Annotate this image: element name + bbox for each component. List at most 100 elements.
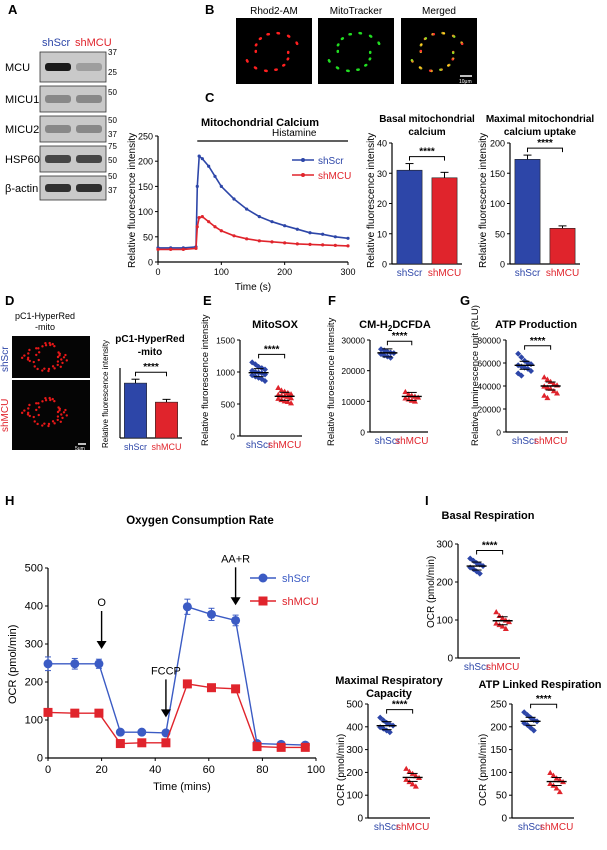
series-point <box>295 242 299 246</box>
fluorescence-signal <box>51 342 54 346</box>
data-point <box>275 384 282 390</box>
data-point <box>411 398 418 404</box>
data-point <box>554 390 561 396</box>
protein-band <box>76 184 102 192</box>
fluorescence-signal <box>432 32 436 36</box>
y-tick-label: 40000 <box>477 382 501 392</box>
y-tick-label: 100 <box>25 715 43 727</box>
legend-label: shMCU <box>282 596 319 608</box>
fluorescence-signal <box>428 69 432 72</box>
y-tick-label: 200 <box>346 768 363 779</box>
series-point <box>300 742 310 752</box>
data-point <box>515 350 522 357</box>
fluorescence-signal <box>282 64 285 67</box>
fluorescence-signal <box>255 43 258 46</box>
fluorescence-signal <box>56 415 60 418</box>
series-line <box>158 154 349 249</box>
fluorescence-signal <box>44 344 48 347</box>
panel-g: G ATP Production Relative luminescence uni… <box>460 293 577 447</box>
series-point <box>207 164 211 168</box>
fluorescence-signal <box>447 64 450 67</box>
y-tick-label: 400 <box>346 722 363 733</box>
significance-bracket <box>386 340 413 346</box>
fluorescence-signal <box>345 69 349 72</box>
mw-marker: 50 <box>108 116 117 125</box>
fluorescence-signal <box>53 344 56 348</box>
microscopy-image <box>12 336 90 378</box>
series-point <box>115 727 125 737</box>
category-label: shMCU <box>396 822 429 833</box>
x-tick-label: 60 <box>203 764 215 776</box>
data-point <box>541 392 548 398</box>
significance-stars: **** <box>392 700 408 711</box>
panel-letter: H <box>5 493 14 508</box>
fluorescence-signal <box>451 58 454 61</box>
y-tick-label: 0 <box>496 428 501 438</box>
y-tick-label: 30000 <box>341 336 365 346</box>
data-point <box>547 780 554 786</box>
mw-marker: 25 <box>108 68 117 77</box>
panel-letter: A <box>8 2 18 17</box>
image-title: -mito <box>35 322 55 332</box>
y-tick-label: 100 <box>346 791 363 802</box>
fluorescence-signal <box>37 358 40 362</box>
protein-band <box>45 95 71 103</box>
protein-band <box>45 184 71 192</box>
y-tick-label: 50 <box>495 229 505 239</box>
panel-letter: F <box>328 293 336 308</box>
protein-label: HSP60 <box>5 154 40 166</box>
fluorescence-signal <box>267 32 271 36</box>
category-label: shScr <box>374 822 400 833</box>
fluorescence-signal <box>43 367 46 370</box>
protein-label: MCU <box>5 62 30 74</box>
fluorescence-signal <box>245 59 249 62</box>
data-point <box>262 366 268 373</box>
data-point <box>518 354 525 361</box>
fluorescence-signal <box>420 43 423 46</box>
series-line <box>47 683 306 749</box>
axis-title: Relative fluorescence intensity <box>127 133 138 268</box>
fluorescence-signal <box>451 51 455 55</box>
protein-label: MICU2 <box>5 124 39 136</box>
x-tick-label: 40 <box>149 764 161 776</box>
protein-band <box>76 63 102 71</box>
fluorescence-signal <box>33 365 36 368</box>
series-point <box>283 241 287 245</box>
mw-marker: 37 <box>108 48 117 57</box>
fluorescence-signal <box>65 414 68 417</box>
image-title: Merged <box>422 6 456 17</box>
significance-stars: **** <box>143 362 159 373</box>
axis-title: OCR (pmol/min) <box>426 556 437 628</box>
fluorescence-signal <box>56 418 59 422</box>
y-tick-label: 40 <box>377 139 387 149</box>
scale-label: 10μm <box>459 79 472 85</box>
data-point <box>518 372 525 379</box>
injection-arrow-head <box>160 709 171 718</box>
bar <box>396 169 423 265</box>
chart-title: calcium <box>408 127 445 138</box>
x-tick-label: 200 <box>277 267 292 277</box>
fluorescence-signal <box>57 351 60 354</box>
series-point <box>231 615 241 625</box>
bar <box>514 159 541 265</box>
series-point <box>200 157 204 161</box>
category-label: shScr <box>375 436 401 447</box>
significance-stars: **** <box>264 344 280 355</box>
fluorescence-signal <box>356 68 359 71</box>
chart-title: Maximal mitochondrial <box>486 114 595 125</box>
protein-band <box>76 95 102 103</box>
fluorescence-signal <box>37 413 40 417</box>
y-tick-label: 100 <box>490 768 507 779</box>
microscopy-image <box>236 18 312 84</box>
fluorescence-signal <box>51 365 55 368</box>
data-point <box>556 788 563 795</box>
series-point <box>70 708 80 718</box>
fluorescence-signal <box>368 58 371 61</box>
panel-f: F CM-H2DCFDA Relative fluroescence intensi… <box>326 293 431 447</box>
significance-stars: **** <box>419 147 435 158</box>
series-point <box>245 207 249 211</box>
y-tick-label: 250 <box>490 700 507 711</box>
axis-title: Time (mins) <box>153 781 211 793</box>
fluorescence-signal <box>53 367 56 370</box>
fluorescence-signal <box>277 32 281 35</box>
